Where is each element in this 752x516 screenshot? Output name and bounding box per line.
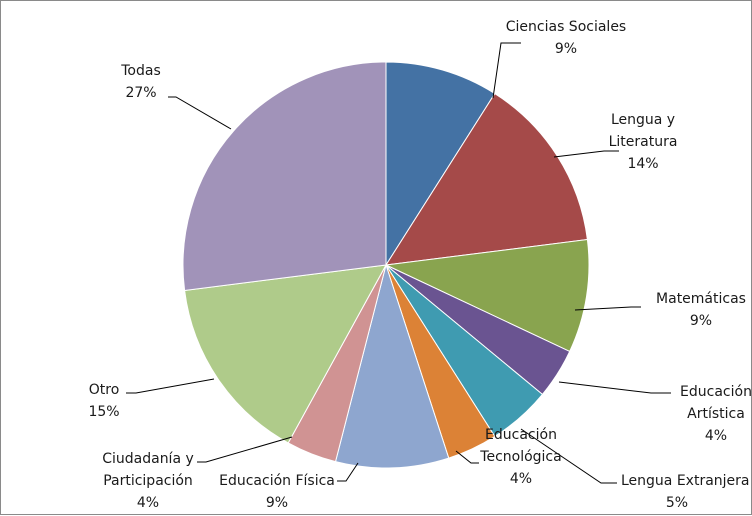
slice-ciencias-sociales xyxy=(385,61,496,267)
data-label-name-matematicas: Matemáticas xyxy=(656,291,746,307)
data-label-percent-educacion-tecnologica: 4% xyxy=(510,471,532,487)
slice-todas xyxy=(182,61,387,292)
data-label-name-ciencias-sociales: Ciencias Sociales xyxy=(506,19,626,35)
data-labels: Ciencias Sociales 9% Lengua y Literatura 14%… xyxy=(88,19,752,511)
slice-educacion-fisica xyxy=(334,263,450,469)
data-label-percent-educacion-artistica: 4% xyxy=(705,428,727,444)
data-label-name-ciudadania-y-participacion: Ciudadanía y xyxy=(102,451,194,467)
data-label-percent-todas: 27% xyxy=(125,85,156,101)
data-label-name-educacion-artistica: Educación xyxy=(680,384,752,400)
leader-lines xyxy=(126,42,671,484)
data-label-percent-ciudadania-y-participacion: 4% xyxy=(137,495,159,511)
data-label-percent-lengua-extranjera: 5% xyxy=(666,495,688,511)
data-label-name-educacion-tecnologica: Tecnológica xyxy=(479,449,561,465)
data-label-name-otro: Otro xyxy=(89,382,120,398)
slice-otro xyxy=(184,264,387,444)
leader-line-ciudadania-y-participacion xyxy=(197,436,293,463)
data-label-name-ciudadania-y-participacion: Participación xyxy=(103,473,193,489)
data-label-name-educacion-tecnologica: Educación xyxy=(485,427,557,443)
leader-line-educacion-fisica xyxy=(337,462,359,482)
leader-line-lengua-extranjera xyxy=(520,428,617,484)
data-label-name-educacion-artistica: Artística xyxy=(687,406,745,422)
data-label-percent-ciencias-sociales: 9% xyxy=(555,41,577,57)
leader-line-lengua-y-literatura xyxy=(553,150,619,158)
leader-line-educacion-artistica xyxy=(558,381,671,394)
leader-line-otro xyxy=(126,378,215,394)
data-label-percent-lengua-y-literatura: 14% xyxy=(627,156,658,172)
data-label-percent-educacion-fisica: 9% xyxy=(266,495,288,511)
data-label-name-lengua-y-literatura: Lengua y xyxy=(611,112,675,128)
leader-line-educacion-tecnologica xyxy=(455,450,479,464)
data-label-name-todas: Todas xyxy=(120,63,161,79)
leader-line-ciencias-sociales xyxy=(492,42,521,99)
leader-line-todas xyxy=(168,96,232,130)
leader-line-matematicas xyxy=(574,306,641,311)
data-label-percent-otro: 15% xyxy=(88,404,119,420)
data-label-name-educacion-fisica: Educación Física xyxy=(219,473,335,489)
data-label-name-lengua-y-literatura: Literatura xyxy=(609,134,678,150)
data-label-name-lengua-extranjera: Lengua Extranjera xyxy=(621,473,750,489)
slice-matematicas xyxy=(384,238,590,353)
pie-slices xyxy=(182,61,590,469)
data-label-percent-matematicas: 9% xyxy=(690,313,712,329)
